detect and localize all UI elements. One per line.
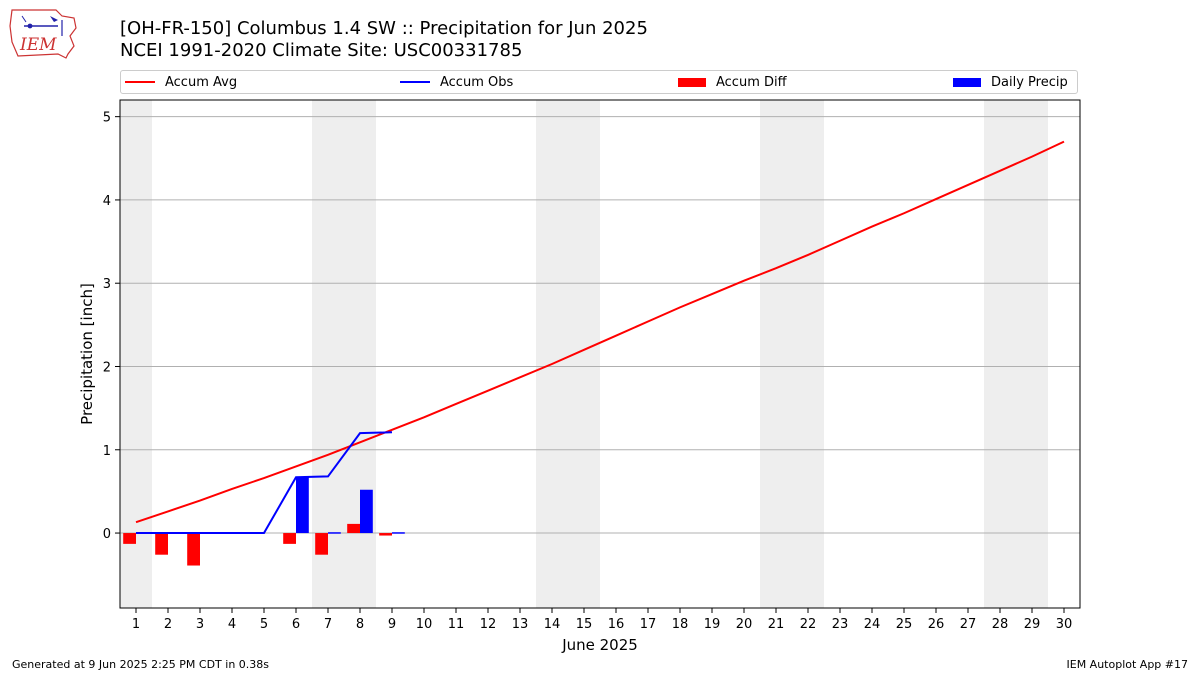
- x-tick-label: 29: [1024, 617, 1041, 632]
- x-tick-label: 10: [416, 617, 433, 632]
- accum-avg-line: [135, 140, 1065, 524]
- x-tick-label: 13: [512, 617, 529, 632]
- x-axis-label: June 2025: [561, 636, 638, 654]
- x-tick-label: 16: [608, 617, 625, 632]
- chart-title: [OH-FR-150] Columbus 1.4 SW :: Precipita…: [120, 18, 648, 62]
- x-tick-label: 4: [228, 617, 236, 632]
- legend-swatch: [400, 81, 430, 83]
- y-axis-label: Precipitation [inch]: [78, 283, 96, 425]
- weekend-shading: [536, 100, 600, 608]
- x-tick-label: 8: [356, 617, 364, 632]
- title-line-1: [OH-FR-150] Columbus 1.4 SW :: Precipita…: [120, 18, 648, 39]
- accum-diff-bar: [283, 533, 296, 544]
- y-tick-label: 2: [103, 360, 111, 375]
- legend-item-daily-precip: Daily Precip: [953, 71, 1068, 93]
- y-tick-label: 4: [103, 194, 111, 209]
- x-tick-label: 11: [448, 617, 465, 632]
- legend-item-accum-obs: Accum Obs: [400, 71, 513, 93]
- legend-label: Accum Obs: [440, 74, 514, 90]
- daily-precip-bar: [392, 532, 405, 534]
- x-tick-label: 2: [164, 617, 172, 632]
- x-tick-label: 5: [260, 617, 268, 632]
- accum-diff-bar: [315, 533, 328, 555]
- weekend-shading: [120, 100, 152, 608]
- x-tick-label: 20: [736, 617, 753, 632]
- daily-precip-bar: [328, 532, 341, 534]
- x-tick-label: 12: [480, 617, 497, 632]
- accum-diff-bar: [347, 523, 360, 534]
- x-tick-label: 15: [576, 617, 593, 632]
- legend: Accum Avg Accum Obs Accum Diff Daily Pre…: [120, 70, 1078, 94]
- x-tick-label: 25: [896, 617, 913, 632]
- y-tick-label: 3: [103, 277, 111, 292]
- accum-diff-bar: [379, 533, 392, 536]
- x-tick-label: 19: [704, 617, 721, 632]
- daily-precip-bar: [296, 477, 309, 534]
- footer-app: IEM Autoplot App #17: [1066, 658, 1189, 671]
- x-tick-label: 24: [864, 617, 881, 632]
- iem-logo: IEM: [9, 9, 77, 59]
- plot-frame: [119, 99, 1081, 609]
- accum-diff-bar: [187, 533, 200, 566]
- title-line-2: NCEI 1991-2020 Climate Site: USC00331785: [120, 40, 523, 61]
- accum-diff-bar: [123, 533, 136, 544]
- weekend-shading: [984, 100, 1048, 608]
- x-tick-label: 30: [1056, 617, 1073, 632]
- y-tick-label: 0: [103, 527, 111, 542]
- x-tick-label: 28: [992, 617, 1009, 632]
- legend-label: Accum Avg: [165, 74, 238, 90]
- x-tick-label: 14: [544, 617, 561, 632]
- legend-swatch: [678, 77, 706, 87]
- legend-item-accum-diff: Accum Diff: [678, 71, 787, 93]
- footer-generated: Generated at 9 Jun 2025 2:25 PM CDT in 0…: [12, 658, 270, 671]
- accum-diff-bar: [155, 533, 168, 555]
- x-tick-label: 9: [388, 617, 396, 632]
- x-tick-label: 23: [832, 617, 849, 632]
- legend-item-accum-avg: Accum Avg: [125, 71, 237, 93]
- x-tick-label: 27: [960, 617, 977, 632]
- x-tick-label: 21: [768, 617, 785, 632]
- y-tick-label: 5: [103, 111, 111, 126]
- daily-precip-bar: [360, 489, 373, 534]
- x-tick-label: 6: [292, 617, 300, 632]
- legend-swatch: [953, 77, 981, 87]
- legend-swatch: [125, 81, 155, 83]
- y-tick-label: 1: [103, 444, 111, 459]
- x-tick-label: 18: [672, 617, 689, 632]
- legend-label: Accum Diff: [716, 74, 787, 90]
- weekend-shading: [760, 100, 824, 608]
- x-tick-label: 1: [132, 617, 140, 632]
- x-tick-label: 22: [800, 617, 817, 632]
- x-tick-label: 7: [324, 617, 332, 632]
- x-tick-label: 17: [640, 617, 657, 632]
- x-tick-label: 26: [928, 617, 945, 632]
- legend-label: Daily Precip: [991, 74, 1068, 90]
- x-tick-label: 3: [196, 617, 204, 632]
- svg-text:IEM: IEM: [19, 35, 57, 55]
- accum-obs-line: [136, 431, 393, 535]
